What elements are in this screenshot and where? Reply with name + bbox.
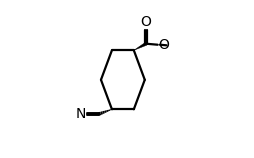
Text: O: O (158, 38, 169, 52)
Text: O: O (141, 15, 152, 29)
Text: N: N (76, 107, 86, 121)
Polygon shape (134, 42, 147, 50)
